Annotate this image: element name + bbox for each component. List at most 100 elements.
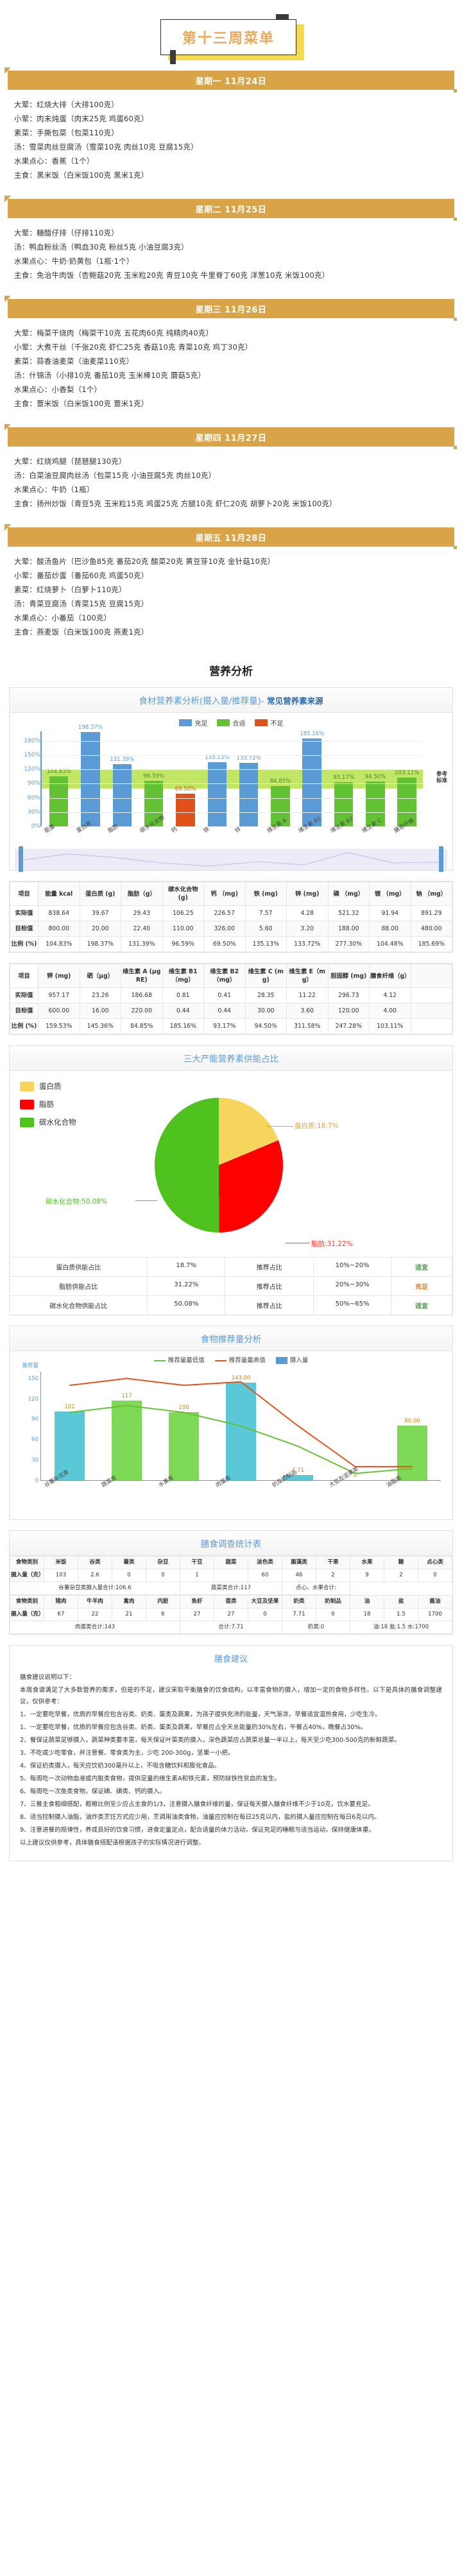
table-column-header: 蛋白质 (g) [79,882,121,906]
bar[interactable] [366,781,385,826]
pie-legend-label: 脂肪 [39,1100,54,1109]
table-column-header: 水果 [350,1556,384,1569]
bar-column[interactable]: 96.59% [138,731,169,826]
table-note-cell: 奶类:0 [282,1621,350,1634]
table-row: 肉蛋类合计:143 合计:7.71 奶类:0 油:18 盐:1.5 水:1700 [10,1621,452,1634]
bar-column[interactable]: 84.85% [264,731,296,826]
bar[interactable] [112,763,132,826]
bar-chart-plot: 104.83% 198.37% 131.39% 96.59% 69.50% 135.13%… [24,724,423,830]
table-row: 谷薯杂豆类摄入量合计:106.6 蔬菜类合计:117 点心、水果合计: [10,1582,452,1595]
bar-value-label: 100 [178,1404,189,1411]
day-date-label: 星期一 11月24日 [195,76,267,87]
table-cell: 0.44 [203,1003,246,1019]
menu-line: 汤：青菜豆腐汤（青菜15克 豆腐15克） [14,599,149,608]
chart-range-slider[interactable] [15,846,447,872]
advice-paragraph: 2、餐保证蔬菜足够摄入，蔬菜种类要丰富，每天保证叶菜类的摄入，深色蔬菜应占蔬菜总… [20,1737,401,1744]
table-column-header: 镁 （mg） [369,882,411,906]
bar-column[interactable]: 135.13% [201,731,233,826]
bar-chart-x-labels: 能量 蛋白质 脂肪 碳水化合物钙铁锌维生素 A 维生素 B1 维生素 B2 维生素 C 膳食纤… [42,814,423,847]
advice-paragraph: 膳食建议说明以下： [20,1674,76,1681]
legend-item[interactable]: 不足 [254,718,284,728]
bar[interactable] [302,738,322,826]
bar-column[interactable]: 131.39% [107,731,138,826]
bar-value-label: 84.85% [270,778,291,785]
table-row: 比例 (%) 104.83% 198.37% 131.39% 96.59% 69.50% 1… [10,936,452,952]
table-row-header: 摄入量（克） [10,1569,44,1582]
table-note-cell: 谷薯杂豆类摄入量合计:106.6 [10,1582,180,1595]
corner-decoration [5,296,12,303]
table-cell: 226.57 [203,905,246,921]
table-row: 目标值 800.00 20.00 22.40 110.00 326.00 5.60 3.20 1… [10,921,452,937]
table-cell: 0 [418,1569,452,1582]
pie-leader-protein [266,1126,293,1127]
bar[interactable] [144,780,164,826]
bar[interactable] [334,782,354,826]
table-column-header: 内脏 [146,1595,180,1608]
menu-lines: 大荤：糖醋仔排（仔排110克） 汤：鸭血粉丝汤（鸭血30克 粉丝5克 小油豆腐3克… [0,218,462,294]
ratio-row: 碳水化合物供能占比 50.08% 推荐占比 50%~65% 适宜 [10,1295,452,1315]
legend-label: 合适 [232,721,246,728]
range-slider-handle-right[interactable] [439,846,443,872]
y-tick-label: 30% [27,808,40,815]
pie-legend-item[interactable]: 脂肪 [20,1099,76,1109]
bar[interactable] [271,786,290,826]
energy-pie-card: 三大产能营养素供能占比 蛋白质 脂肪 碳水化合物 蛋白质:18.7% 碳水化合物:5… [9,1045,453,1315]
table-note-cell: 蔬菜类合计:117 [180,1582,282,1595]
bar-value-label: 104.83% [46,769,71,776]
bar-value-label: 117 [121,1392,132,1399]
gridline [42,826,423,827]
ratio-name: 蛋白质供能占比 [10,1258,148,1276]
bar[interactable] [49,776,69,826]
bar-column[interactable]: 133.72% [233,731,264,826]
table-column-header: 杂豆 [146,1556,180,1569]
table-row: 比例 (%) 159.53% 145.36% 84.85% 185.16% 93.17% 9… [10,1018,452,1034]
pie-legend-item[interactable]: 蛋白质 [20,1081,76,1091]
bar-column[interactable]: 69.50% [169,731,201,826]
nutrient-table-1-card: 项目 能量 kcal 蛋白质 (g) 脂肪（g） 碳水化合物 (g) 钙 （mg) 铁 (m… [9,881,453,953]
legend-item[interactable]: 摄入量 [275,1355,308,1364]
bar-value-label: 133.72% [236,755,261,762]
table-row-header: 实际值 [10,905,38,921]
menu-line: 素菜：蒜香油麦菜（油麦菜110克） [14,357,134,366]
menu-line: 汤：白菜油豆腐肉丝汤（包菜15克 小油豆腐5克 肉丝10克） [14,471,216,480]
corner-decoration [450,314,457,321]
legend-item[interactable]: 推荐量最高值 [214,1355,266,1364]
legend-label: 不足 [270,721,284,728]
bar-column[interactable]: 94.50% [359,731,391,826]
pie-leader-carbs [135,1200,157,1201]
legend-swatch [275,1357,287,1364]
menu-line: 主食：免治牛肉饭（杏鲍菇20克 玉米粒20克 青豆10克 牛里脊丁60克 洋葱1… [14,271,330,280]
table-column-header: 胆固醇 (mg) [327,964,370,988]
bar-value-label: 93.17% [333,774,354,781]
pie-label-fat: 脂肪:31.22% [311,1240,353,1248]
bar[interactable] [283,1474,313,1480]
legend-item[interactable]: 充足 [178,718,208,728]
bar-column[interactable]: 104.83% [43,731,74,826]
bar-value-label: 0 [353,1472,357,1479]
bar-column[interactable]: 198.37% [74,724,106,826]
bar[interactable] [397,777,417,826]
bar[interactable] [207,762,227,826]
pie-shape [155,1098,283,1233]
legend-swatch [153,1360,166,1361]
bar-column[interactable]: 185.16% [296,731,328,826]
bar[interactable] [81,732,100,826]
table-column-header: 项目 [10,882,38,906]
bar[interactable] [176,793,195,826]
pie-label-protein: 蛋白质:18.7% [295,1122,339,1130]
legend-item[interactable]: 合适 [216,718,246,728]
legend-item[interactable]: 推荐量最低值 [153,1355,205,1364]
ratio-status: 适宜 [391,1258,452,1276]
corner-decoration [450,443,457,449]
bar[interactable] [239,763,259,826]
pie-legend-item[interactable]: 碳水化合物 [20,1117,76,1127]
bar-column[interactable]: 103.11% [391,731,423,826]
bar-column[interactable]: 93.17% [328,731,359,826]
table-column-header: 维生素 B1（mg） [162,964,204,988]
menu-line: 小荤：大煮干丝（千张20克 虾仁25克 香菇10克 青菜10克 鸡丁30克） [14,343,253,352]
table-cell: 18 [350,1608,384,1621]
table-cell: 30.00 [244,1003,287,1019]
legend-label: 推荐量最低值 [167,1357,205,1364]
bar-column[interactable]: 0 [327,1372,384,1480]
range-slider-handle-left[interactable] [19,846,23,872]
